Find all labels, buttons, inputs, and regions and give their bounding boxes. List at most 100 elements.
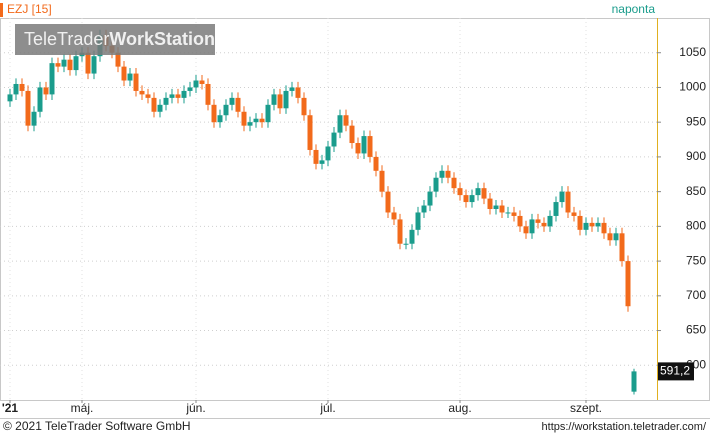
candle-body xyxy=(445,170,451,178)
candle-body xyxy=(517,215,523,227)
footer-right: https://workstation.teletrader.com/ xyxy=(542,421,707,433)
candle-body xyxy=(223,104,229,116)
candle-body xyxy=(379,170,385,192)
y-tick-label: 850 xyxy=(686,184,706,198)
candle-body xyxy=(583,222,589,230)
x-tick-label: máj. xyxy=(71,401,94,415)
candle-body xyxy=(61,59,67,67)
last-value-box xyxy=(658,362,694,381)
candle-body xyxy=(25,90,31,126)
candle-body xyxy=(565,191,571,213)
candle-body xyxy=(247,122,253,126)
candle-body xyxy=(241,111,247,126)
candle-body xyxy=(481,188,487,199)
candle-body xyxy=(289,87,295,91)
candle-body xyxy=(67,59,73,71)
candle-body xyxy=(391,212,397,220)
y-tick-label: 750 xyxy=(686,253,706,267)
candle-body xyxy=(121,66,127,81)
x-tick-label: jún. xyxy=(185,401,205,415)
candle-body xyxy=(607,233,613,241)
candle-body xyxy=(115,52,121,67)
candle-body xyxy=(475,188,481,196)
candle-body xyxy=(397,219,403,244)
candle-body xyxy=(439,170,445,178)
candle-body xyxy=(553,202,559,216)
candle-body xyxy=(253,118,259,123)
candle-body xyxy=(349,125,355,144)
candle-body xyxy=(307,115,313,150)
candle-body xyxy=(277,94,283,109)
y-tick-label: 650 xyxy=(686,323,706,337)
candle-body xyxy=(409,229,415,244)
candle-body xyxy=(283,90,289,109)
candle-body xyxy=(403,243,409,245)
candle-body xyxy=(433,177,439,192)
candle-body xyxy=(271,94,277,105)
candle-body xyxy=(157,104,163,112)
candle-body xyxy=(493,205,499,209)
candle-body xyxy=(463,195,469,203)
candle-body xyxy=(181,90,187,98)
y-tick-label: 700 xyxy=(686,288,706,302)
candle-body xyxy=(355,143,361,154)
x-tick-label: júl. xyxy=(319,401,335,415)
candle-body xyxy=(541,222,547,227)
period-label: naponta xyxy=(612,2,656,16)
footer-left: © 2021 TeleTrader Software GmbH xyxy=(3,419,191,433)
candle-body xyxy=(343,115,349,126)
candle-body xyxy=(625,261,631,307)
candle-body xyxy=(85,52,91,74)
candle-body xyxy=(421,205,427,213)
candle-body xyxy=(511,212,517,216)
candle-body xyxy=(457,188,463,196)
candle-body xyxy=(19,83,25,91)
candle-body xyxy=(265,104,271,123)
y-tick-label: 950 xyxy=(686,114,706,128)
candle-body xyxy=(235,97,241,112)
candle-body xyxy=(217,115,223,123)
candle-body xyxy=(325,146,331,161)
candle-body xyxy=(337,115,343,133)
candle-body xyxy=(361,136,367,154)
candle-body xyxy=(619,233,625,262)
candle-body xyxy=(547,215,553,227)
candle-body xyxy=(373,156,379,171)
candle-body xyxy=(415,212,421,230)
watermark-box xyxy=(15,24,215,55)
candle-body xyxy=(199,80,205,84)
candle-body xyxy=(559,191,565,203)
candle-body xyxy=(487,198,493,209)
candle-body xyxy=(469,195,475,203)
candle-body xyxy=(259,118,265,123)
candle-body xyxy=(427,191,433,206)
candle-body xyxy=(55,63,61,67)
candle-body xyxy=(205,83,211,105)
candle-body xyxy=(13,83,19,95)
candle-body xyxy=(73,56,79,71)
candle-body xyxy=(331,132,337,147)
y-tick-label: 1050 xyxy=(679,45,706,59)
chart-title: EZJ [15] xyxy=(7,2,52,16)
candle-body xyxy=(301,97,307,116)
candle-body xyxy=(7,94,13,102)
x-tick-label: szept. xyxy=(570,401,602,415)
title-marker xyxy=(0,3,3,17)
candle-body xyxy=(451,177,457,189)
candle-body xyxy=(175,94,181,98)
candle-body xyxy=(589,222,595,227)
last-value-label: 591,2 xyxy=(660,364,690,378)
y-tick-label: 1000 xyxy=(679,80,706,94)
y-tick-label: 800 xyxy=(686,219,706,233)
candle-body xyxy=(193,80,199,88)
candle-body xyxy=(139,90,145,95)
candle-body xyxy=(385,191,391,213)
x-tick-label: aug. xyxy=(448,401,471,415)
candle-body xyxy=(49,63,55,95)
candle-body xyxy=(91,56,97,74)
candle-body xyxy=(145,94,151,98)
candle-body xyxy=(31,111,37,126)
candle-body xyxy=(367,136,373,157)
